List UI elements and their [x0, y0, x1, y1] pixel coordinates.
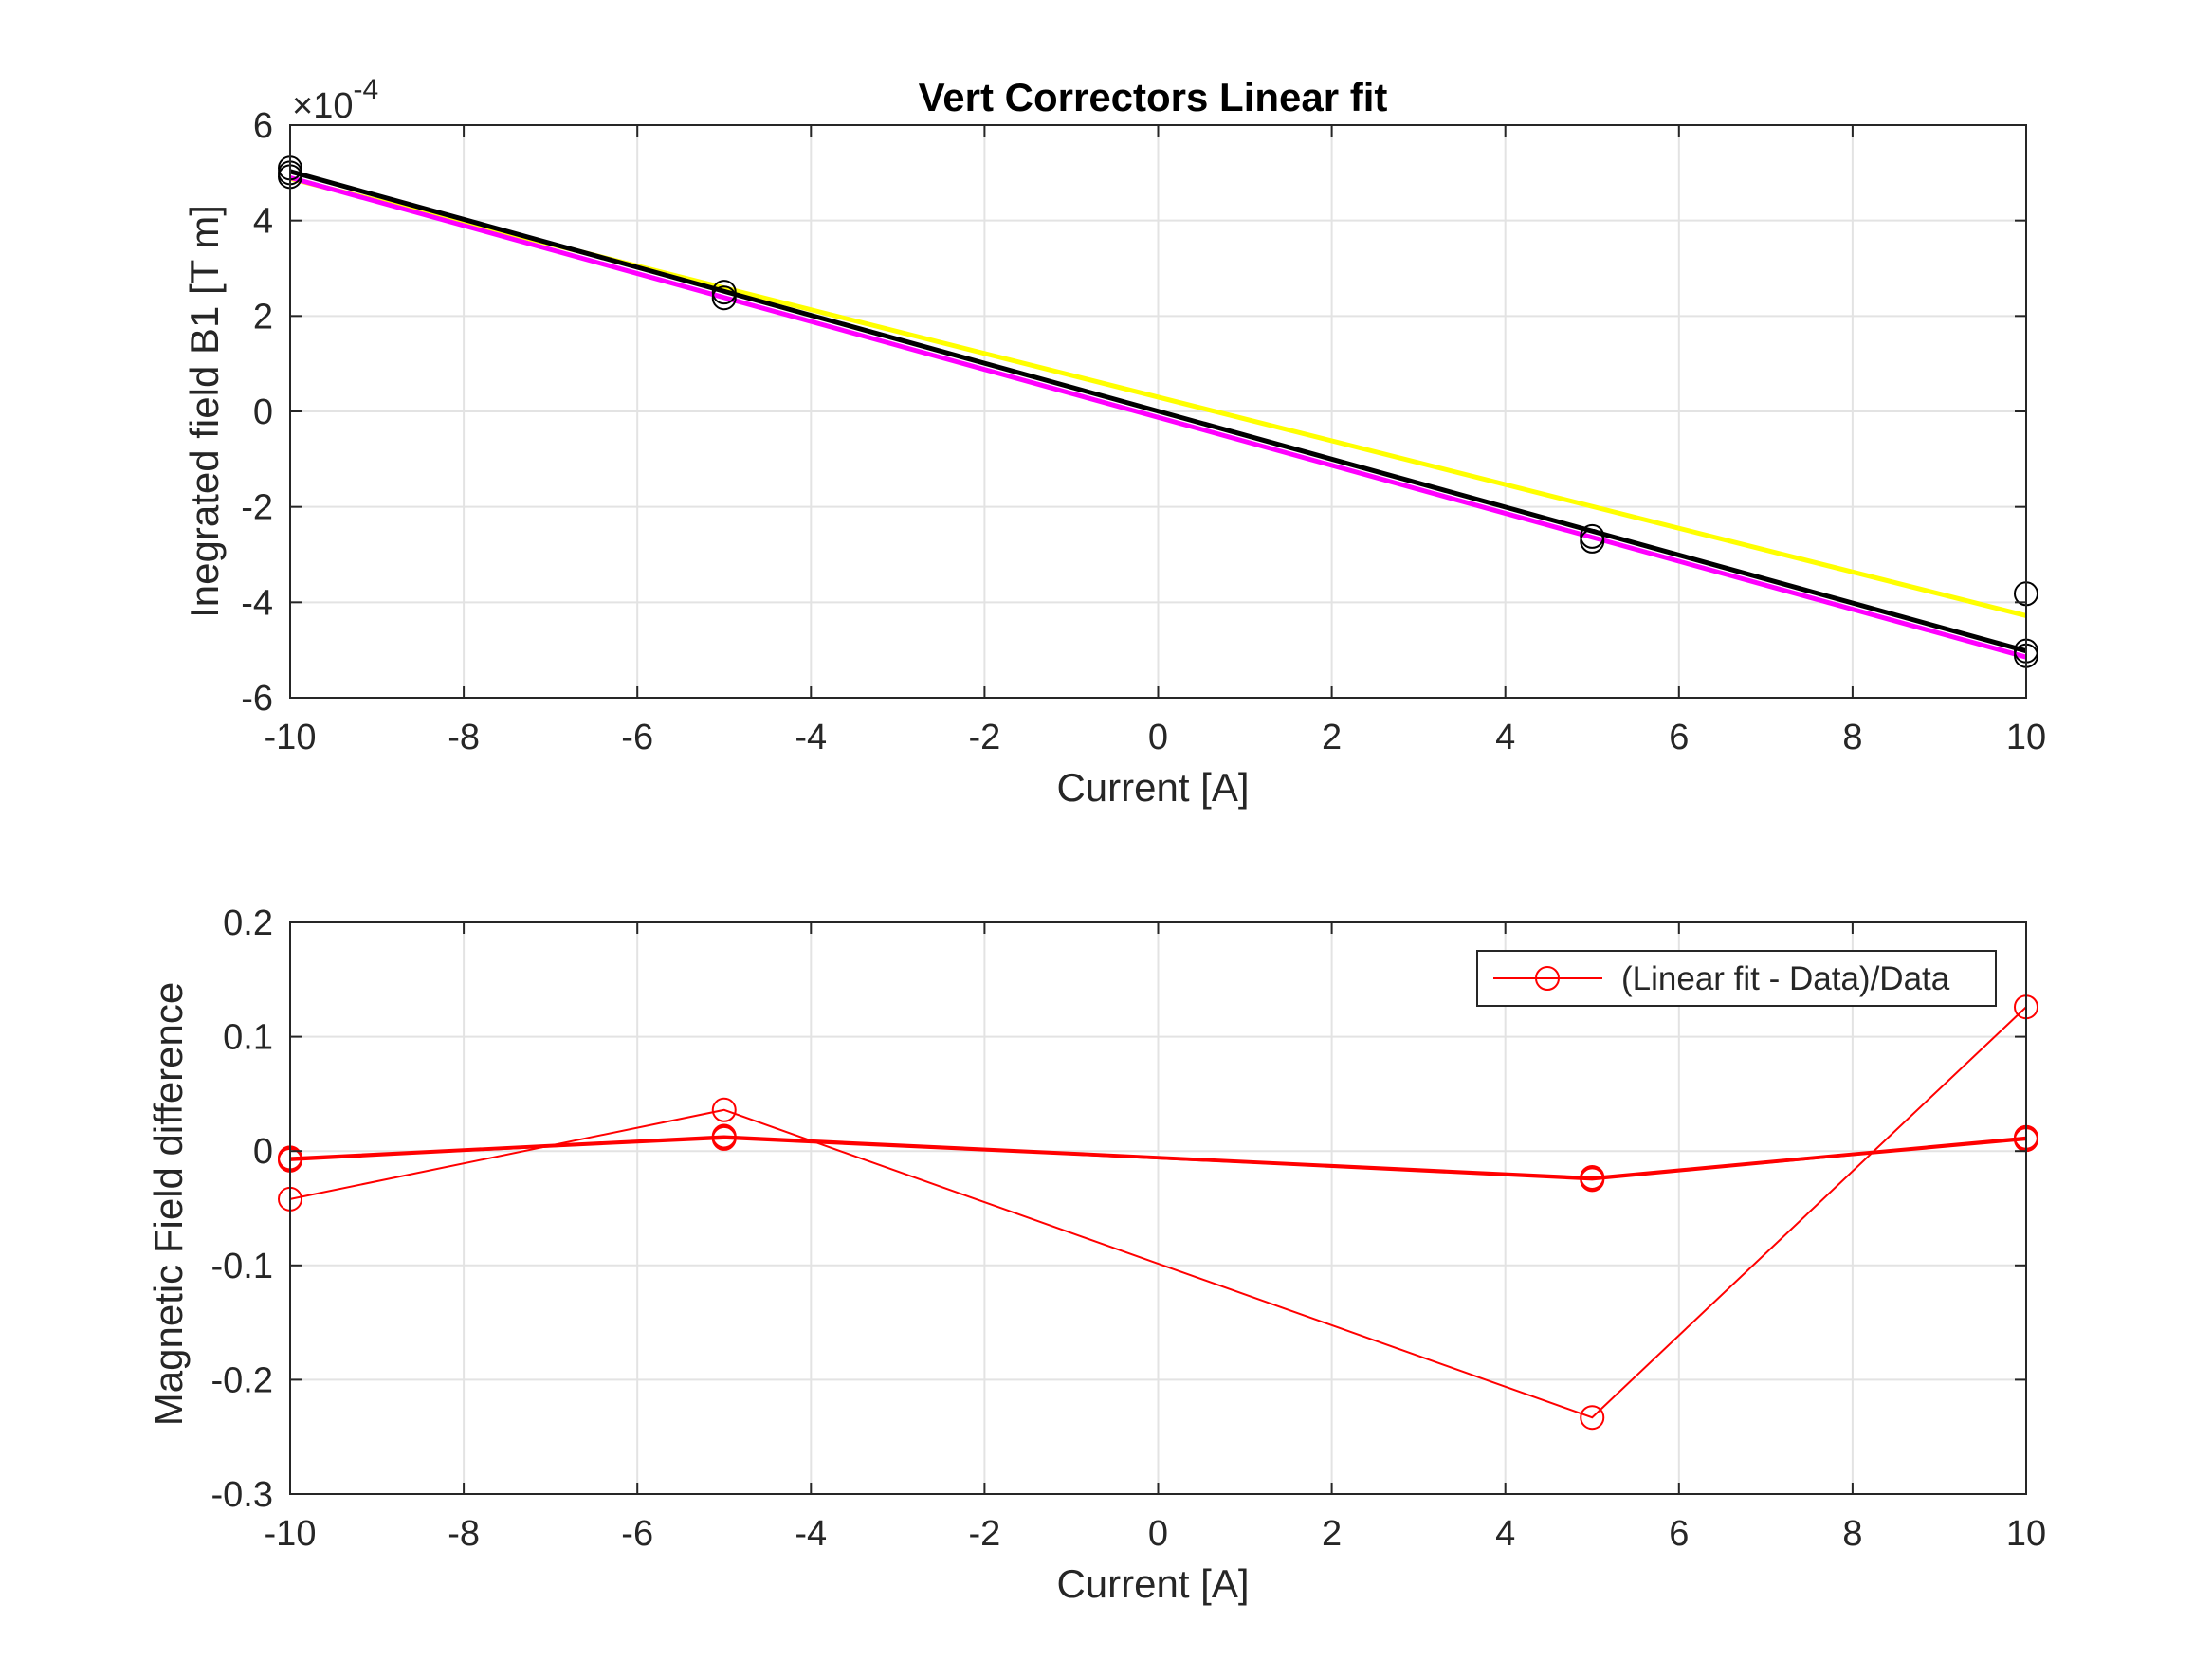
x-tick-label: 2 [1322, 1514, 1342, 1554]
grid [289, 921, 2027, 1495]
exponent-power: -4 [353, 74, 378, 105]
axes-box [289, 921, 2027, 1495]
chart-linear-fit: -10 -8 -6 -4 -2 0 2 4 6 8 10 -6 -4 -2 0 2 4 6 Vert Correc… [182, 74, 2046, 810]
fit-black-line [289, 169, 2027, 654]
x-tick-label: -8 [448, 1514, 480, 1554]
fit-magenta-line [289, 174, 2027, 660]
y-axis-label: Inegrated field B1 [T m] [182, 205, 227, 618]
x-tick-label: 10 [2006, 718, 2046, 757]
x-tick-label: 0 [1148, 1514, 1168, 1554]
series-4-line [289, 1137, 2027, 1180]
y-tick-label: -2 [241, 488, 273, 528]
x-tick-label: 8 [1842, 1514, 1862, 1554]
y-tick-label: 0 [253, 1132, 273, 1172]
x-tick-label: 2 [1322, 718, 1342, 757]
y-tick-label: -0.2 [211, 1360, 273, 1400]
x-tick-label: -10 [265, 718, 317, 757]
legend: (Linear fit - Data)/Data [1476, 950, 1997, 1007]
series-1-point [1580, 1405, 1605, 1431]
plot-series [278, 155, 2038, 668]
x-tick-label: 6 [1669, 1514, 1689, 1554]
x-axis-label: Current [A] [1056, 765, 1249, 810]
x-tick-label: -8 [448, 718, 480, 757]
plot-series [278, 994, 2038, 1431]
data-point [711, 285, 737, 311]
x-tick-label: -6 [621, 718, 653, 757]
axes [289, 921, 2027, 1495]
series-1-line [289, 1006, 2027, 1419]
y-tick-label: 0.1 [223, 1018, 273, 1058]
x-tick-label: -2 [969, 718, 1001, 757]
y-tick-label: 4 [253, 202, 273, 242]
y-tick-label: -4 [241, 583, 273, 623]
x-tick-label: -10 [265, 1514, 317, 1554]
series-1-point [711, 1097, 737, 1122]
chart-field-difference: -10 -8 -6 -4 -2 0 2 4 6 8 10 -0.3 -0.2 -0.1 0 0.1 0.2 Cu… [146, 903, 2046, 1606]
x-tick-label: -4 [795, 718, 827, 757]
tick-labels: -10 -8 -6 -4 -2 0 2 4 6 8 10 -6 -4 -2 0 2 4 6 [241, 106, 2046, 757]
data-point [1580, 523, 1605, 549]
y-axis-label: Magnetic Field difference [146, 982, 191, 1426]
x-tick-label: 4 [1495, 718, 1515, 757]
exponent-base: ×10 [292, 86, 353, 126]
tick-labels: -10 -8 -6 -4 -2 0 2 4 6 8 10 -0.3 -0.2 -0.1 0 0.1 0.2 [211, 903, 2047, 1554]
chart-title: Vert Correctors Linear fit [919, 75, 1388, 119]
data-point [1580, 528, 1605, 554]
axes [289, 124, 2027, 699]
series-4-point [1580, 1166, 1605, 1192]
y-tick-label: -0.3 [211, 1475, 273, 1515]
x-tick-label: 4 [1495, 1514, 1515, 1554]
y-tick-label: 0 [253, 392, 273, 432]
y-tick-label: -0.1 [211, 1247, 273, 1286]
x-tick-label: 8 [1842, 718, 1862, 757]
legend-label: (Linear fit - Data)/Data [1621, 960, 1950, 997]
y-tick-label: 2 [253, 297, 273, 337]
series-4-point [711, 1125, 737, 1151]
legend-marker [1535, 966, 1560, 991]
y-tick-label: -6 [241, 679, 273, 719]
x-tick-label: 10 [2006, 1514, 2046, 1554]
x-tick-label: -2 [969, 1514, 1001, 1554]
y-tick-label: 0.2 [223, 903, 273, 943]
x-tick-label: -4 [795, 1514, 827, 1554]
x-tick-label: -6 [621, 1514, 653, 1554]
y-tick-label: 6 [253, 106, 273, 146]
x-tick-label: 0 [1148, 718, 1168, 757]
data-point [711, 280, 737, 305]
axes-box [289, 124, 2027, 699]
x-axis-label: Current [A] [1056, 1561, 1249, 1606]
exponent-label: ×10-4 [292, 74, 378, 126]
series-2-line [289, 1135, 2027, 1178]
x-tick-label: 6 [1669, 718, 1689, 757]
